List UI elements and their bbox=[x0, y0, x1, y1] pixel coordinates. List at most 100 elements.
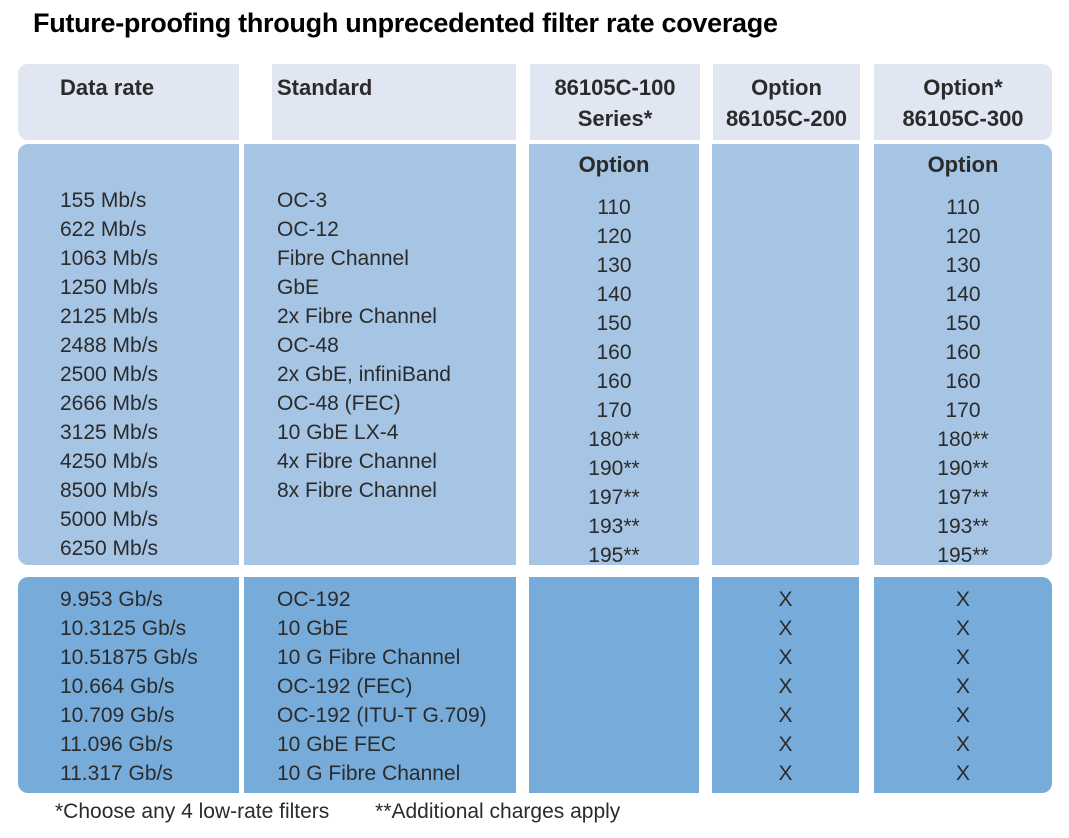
x-mark-cell: X bbox=[955, 704, 970, 727]
header-86105c-100: 86105C-100 Series* bbox=[530, 64, 700, 140]
data-rate-cell: 10.664 Gb/s bbox=[60, 675, 175, 698]
standard-cell: OC-12 bbox=[277, 218, 339, 241]
option-cell: 180** bbox=[937, 428, 989, 451]
footnotes: *Choose any 4 low-rate filters **Additio… bbox=[55, 800, 660, 824]
option-cell: 150 bbox=[945, 312, 981, 335]
table-header-row: Data rate Standard 86105C-100 Series* Op… bbox=[18, 64, 1052, 140]
standard-cell: OC-48 bbox=[277, 334, 339, 357]
option-cell: 195** bbox=[937, 544, 989, 567]
standard-cell: GbE bbox=[277, 276, 320, 299]
data-rate-cell: 155 Mb/s bbox=[60, 189, 147, 212]
option-cell: 193** bbox=[937, 515, 989, 538]
option-cell: 110 bbox=[597, 196, 631, 219]
standard-cell: 2x Fibre Channel bbox=[277, 305, 437, 328]
standard-cell: OC-3 bbox=[277, 189, 328, 212]
x-mark-cell: X bbox=[955, 733, 970, 756]
option-cell: 170 bbox=[945, 399, 981, 422]
option-cell: 193** bbox=[588, 515, 640, 538]
standard-cell: 4x Fibre Channel bbox=[277, 450, 437, 473]
option-cell: 195** bbox=[588, 544, 640, 567]
high-rate-column-option-300: X X X X X X X bbox=[874, 577, 1052, 793]
x-mark-cell: X bbox=[955, 646, 970, 669]
x-mark-cell: X bbox=[778, 675, 793, 698]
option-sublabel: Option bbox=[927, 152, 999, 177]
high-rate-column-option-200: X X X X X X X bbox=[712, 577, 859, 793]
filter-rate-table: Data rate Standard 86105C-100 Series* Op… bbox=[18, 64, 1052, 793]
data-rate-cell: 2488 Mb/s bbox=[60, 334, 159, 357]
page-title: Future-proofing through unprecedented fi… bbox=[33, 8, 778, 38]
standard-cell: 10 G Fibre Channel bbox=[277, 762, 461, 785]
x-mark-cell: X bbox=[778, 617, 793, 640]
footnote-additional-charges: **Additional charges apply bbox=[375, 800, 621, 823]
header-86105c-300: Option* 86105C-300 bbox=[874, 64, 1052, 140]
option-cell: 130 bbox=[945, 254, 981, 277]
data-rate-cell: 10.51875 Gb/s bbox=[60, 646, 198, 669]
data-rate-cell: 4250 Mb/s bbox=[60, 450, 159, 473]
option-cell: 190** bbox=[937, 457, 989, 480]
standard-cell bbox=[244, 534, 516, 563]
standard-cell: OC-192 (FEC) bbox=[277, 675, 413, 698]
low-rate-column-option-300: Option 110 120 130 140 150 160 160 170 1… bbox=[874, 144, 1052, 567]
high-rate-column-option-100 bbox=[529, 577, 699, 793]
data-rate-cell: 1063 Mb/s bbox=[60, 247, 159, 270]
option-cell: 120 bbox=[945, 225, 981, 248]
footnote-choose-filters: *Choose any 4 low-rate filters bbox=[55, 800, 330, 823]
option-cell: 160 bbox=[945, 370, 981, 393]
standard-cell: 10 GbE LX-4 bbox=[277, 421, 399, 444]
data-rate-cell: 622 Mb/s bbox=[60, 218, 147, 241]
option-cell: 197** bbox=[588, 486, 640, 509]
data-rate-cell: 9.953 Gb/s bbox=[60, 588, 163, 611]
option-cell: 170 bbox=[596, 399, 632, 422]
high-rate-column-data-rate: 9.953 Gb/s 10.3125 Gb/s 10.51875 Gb/s 10… bbox=[18, 577, 239, 793]
high-rate-section: 9.953 Gb/s 10.3125 Gb/s 10.51875 Gb/s 10… bbox=[18, 577, 1052, 793]
option-cell: 130 bbox=[596, 254, 632, 277]
data-rate-cell: 2666 Mb/s bbox=[60, 392, 159, 415]
standard-cell: 2x GbE, infiniBand bbox=[277, 363, 451, 386]
option-cell: 140 bbox=[945, 283, 981, 306]
data-rate-cell: 6250 Mb/s bbox=[60, 537, 159, 560]
low-rate-column-option-200 bbox=[712, 144, 859, 565]
standard-cell: OC-192 (ITU-T G.709) bbox=[277, 704, 487, 727]
data-rate-cell: 2500 Mb/s bbox=[60, 363, 159, 386]
data-rate-cell: 2125 Mb/s bbox=[60, 305, 159, 328]
option-cell: 180** bbox=[588, 428, 640, 451]
standard-cell: 10 G Fibre Channel bbox=[277, 646, 461, 669]
data-rate-cell: 8500 Mb/s bbox=[60, 479, 159, 502]
option-cell: 190** bbox=[588, 457, 640, 480]
option-cell: 160 bbox=[596, 370, 632, 393]
x-mark-cell: X bbox=[955, 675, 970, 698]
x-mark-cell: X bbox=[778, 704, 793, 727]
data-rate-cell: 10.3125 Gb/s bbox=[60, 617, 187, 640]
standard-cell: 10 GbE FEC bbox=[277, 733, 397, 756]
x-mark-cell: X bbox=[778, 762, 793, 785]
standard-cell: OC-48 (FEC) bbox=[277, 392, 401, 415]
low-rate-column-option-100: Option 110 120 130 140 150 160 160 170 1… bbox=[529, 144, 699, 567]
data-rate-cell: 5000 Mb/s bbox=[60, 508, 159, 531]
option-cell: 120 bbox=[596, 225, 632, 248]
data-rate-cell: 3125 Mb/s bbox=[60, 421, 159, 444]
low-rate-column-data-rate: 155 Mb/s 622 Mb/s 1063 Mb/s 1250 Mb/s 21… bbox=[18, 144, 239, 565]
x-mark-cell: X bbox=[955, 588, 970, 611]
header-data-rate: Data rate bbox=[18, 64, 239, 140]
x-mark-cell: X bbox=[955, 762, 970, 785]
low-rate-section: 155 Mb/s 622 Mb/s 1063 Mb/s 1250 Mb/s 21… bbox=[18, 144, 1052, 567]
x-mark-cell: X bbox=[778, 733, 793, 756]
standard-cell: OC-192 bbox=[277, 588, 351, 611]
option-cell: 140 bbox=[596, 283, 632, 306]
x-mark-cell: X bbox=[778, 588, 793, 611]
low-rate-column-standard: OC-3 OC-12 Fibre Channel GbE 2x Fibre Ch… bbox=[244, 144, 516, 565]
standard-cell bbox=[244, 505, 516, 534]
standard-cell: 8x Fibre Channel bbox=[277, 479, 437, 502]
high-rate-column-standard: OC-192 10 GbE 10 G Fibre Channel OC-192 … bbox=[244, 577, 516, 793]
data-rate-cell: 10.709 Gb/s bbox=[60, 704, 175, 727]
header-standard: Standard bbox=[272, 64, 516, 140]
option-cell: 150 bbox=[596, 312, 632, 335]
option-cell: 160 bbox=[945, 341, 981, 364]
header-86105c-200: Option 86105C-200 bbox=[713, 64, 860, 140]
standard-cell: 10 GbE bbox=[277, 617, 349, 640]
x-mark-cell: X bbox=[955, 617, 970, 640]
option-cell: 197** bbox=[937, 486, 989, 509]
data-rate-cell: 1250 Mb/s bbox=[60, 276, 159, 299]
option-cell: 160 bbox=[596, 341, 632, 364]
